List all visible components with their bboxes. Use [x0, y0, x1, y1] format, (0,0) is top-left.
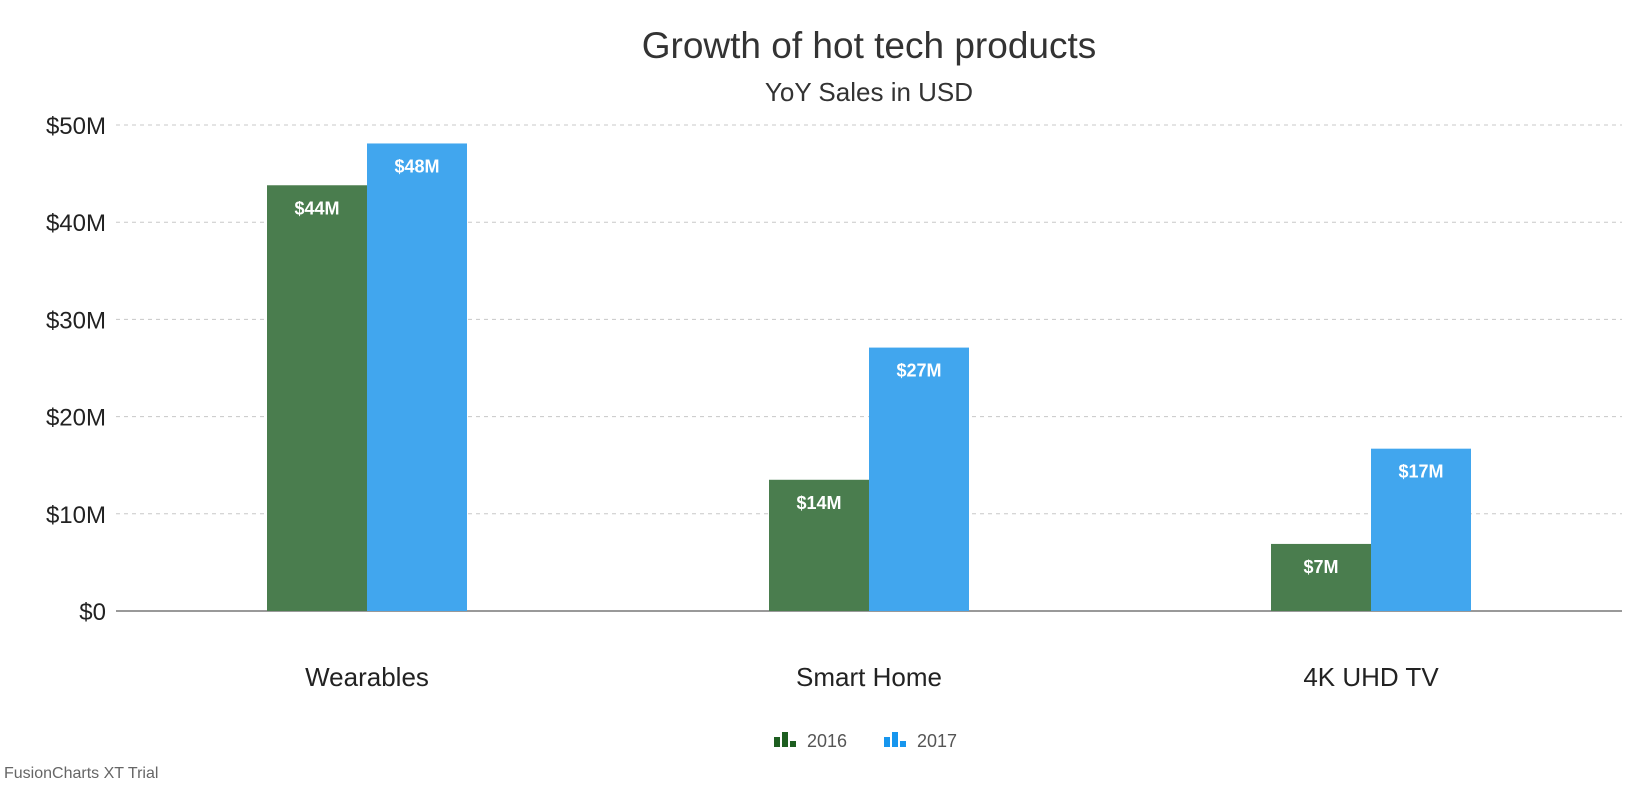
data-label: $14M	[796, 493, 841, 513]
y-tick-label: $50M	[46, 113, 106, 140]
chart-title: Growth of hot tech products	[642, 25, 1097, 66]
icon-bar	[790, 741, 796, 747]
icon-bar	[884, 737, 890, 747]
bar-2017	[367, 143, 467, 611]
icon-bar	[774, 737, 780, 747]
icon-bar	[900, 741, 906, 747]
y-tick-label: $0	[79, 599, 106, 626]
legend-item-2017[interactable]: 2017	[884, 731, 957, 751]
bar-2016	[769, 479, 869, 611]
x-tick-label: Smart Home	[796, 662, 942, 692]
data-label: $17M	[1398, 462, 1443, 482]
y-axis-ticks: $0 $10M $20M $30M $40M $50M	[46, 113, 106, 626]
bars: $44M $48M $14M $27M $7M $17M	[267, 143, 1471, 611]
bar-2017	[869, 347, 969, 611]
legend-item-2016[interactable]: 2016	[774, 731, 847, 751]
data-label: $44M	[294, 198, 339, 218]
icon-bar	[892, 732, 898, 747]
bar-2016	[1271, 543, 1371, 611]
legend-label: 2017	[917, 731, 957, 751]
data-label: $48M	[394, 156, 439, 176]
y-tick-label: $10M	[46, 502, 106, 529]
bar-2017	[1371, 448, 1471, 611]
bar-chart-icon	[774, 732, 796, 747]
x-axis-ticks: Wearables Smart Home 4K UHD TV	[305, 662, 1439, 692]
y-tick-label: $30M	[46, 307, 106, 334]
data-label: $27M	[896, 361, 941, 381]
y-tick-label: $40M	[46, 210, 106, 237]
y-tick-label: $20M	[46, 405, 106, 432]
watermark: FusionCharts XT Trial	[4, 765, 158, 782]
data-label: $7M	[1303, 557, 1338, 577]
icon-bar	[782, 732, 788, 747]
legend-label: 2016	[807, 731, 847, 751]
x-tick-label: 4K UHD TV	[1303, 662, 1439, 692]
chart-subtitle: YoY Sales in USD	[765, 77, 973, 107]
legend: 2016 2017	[774, 731, 957, 751]
x-tick-label: Wearables	[305, 662, 429, 692]
bar-2016	[267, 185, 367, 611]
bar-chart-icon	[884, 732, 906, 747]
